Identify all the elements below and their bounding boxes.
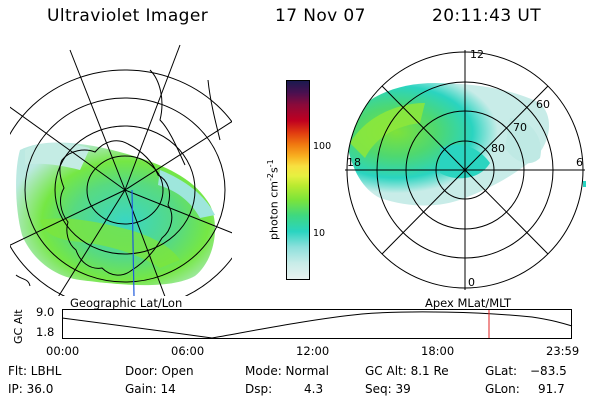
glat-value: −83.5 <box>530 364 567 378</box>
glon-value: 91.7 <box>538 382 565 396</box>
lat-label-60: 60 <box>536 98 550 111</box>
colorbar-unit-label: photon cm-2s-1 <box>266 159 281 240</box>
lat-label-80: 80 <box>491 142 505 155</box>
colorbar-tick-100: 100 <box>313 141 332 152</box>
mlt-label-12: 12 <box>470 48 484 61</box>
dsp-label: Dsp: <box>245 382 273 396</box>
mlt-label-0: 0 <box>468 276 475 289</box>
date-label: 17 Nov 07 <box>275 6 366 26</box>
timeline-tick-0600: 06:00 <box>171 344 205 358</box>
seq-field: Seq: 39 <box>365 382 411 396</box>
noon-meridian-line <box>131 189 135 296</box>
timeline-ymin: 1.8 <box>36 325 55 339</box>
mlt-label-6: 6 <box>576 156 583 169</box>
dsp-value: 4.3 <box>304 382 324 396</box>
magnetic-caption: Apex MLat/MLT <box>425 296 512 310</box>
geographic-caption: Geographic Lat/Lon <box>70 296 183 310</box>
geographic-image-panel <box>10 44 232 296</box>
glat-label: GLat: <box>485 364 518 378</box>
time-label: 20:11:43 UT <box>432 6 541 26</box>
gcalt-field: GC Alt: 8.1 Re <box>365 364 449 378</box>
timeline-tick-2359: 23:59 <box>546 344 580 358</box>
timeline-tick-0000: 00:00 <box>46 344 80 358</box>
door-field: Door: Open <box>125 364 194 378</box>
glon-label: GLon: <box>485 382 520 396</box>
timeline-ymax: 9.0 <box>36 305 55 319</box>
magnetic-polar-panel <box>345 50 586 290</box>
mode-field: Mode: Normal <box>245 364 329 378</box>
colorbar <box>286 80 310 280</box>
colorbar-tick-10: 10 <box>313 228 326 239</box>
timeline-tick-1200: 12:00 <box>296 344 330 358</box>
gain-field: Gain: 14 <box>125 382 176 396</box>
lat-label-70: 70 <box>513 121 527 134</box>
ip-field: IP: 36.0 <box>8 382 54 396</box>
flt-field: Flt: LBHL <box>8 364 62 378</box>
altitude-curve <box>61 311 573 339</box>
timeline-tick-1800: 18:00 <box>421 344 455 358</box>
altitude-timeline <box>61 309 573 339</box>
timeline-axis-label: GC Alt <box>12 309 25 344</box>
mlt-label-18: 18 <box>347 156 361 169</box>
instrument-title: Ultraviolet Imager <box>47 6 209 26</box>
